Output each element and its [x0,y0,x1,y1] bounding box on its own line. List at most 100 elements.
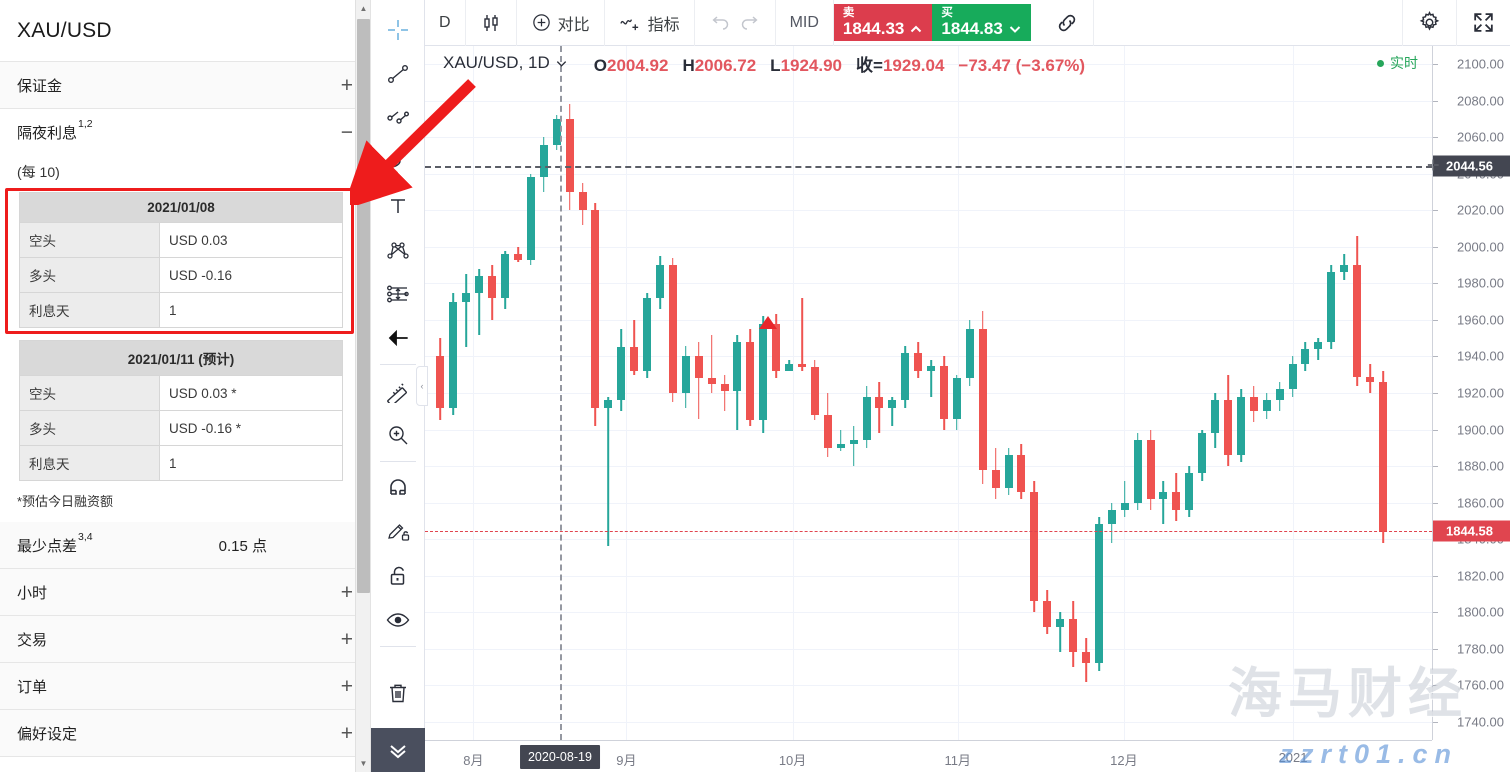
candlestick [1249,46,1258,740]
plus-icon[interactable]: + [340,73,353,97]
candlestick [1159,46,1168,740]
price-tick-label: 1740.00 [1457,714,1504,730]
candle-body [1327,272,1336,342]
arrow-marker-icon[interactable] [378,316,418,360]
gridline [425,64,1432,66]
drawbar-collapse-button[interactable] [371,728,425,772]
axis-tick [1433,283,1438,285]
candlestick [1301,46,1310,740]
candlestick [836,46,845,740]
axis-tick [1433,246,1438,248]
price-tick-label: 2080.00 [1457,93,1504,109]
zoom-in-icon[interactable] [378,413,418,457]
eye-icon[interactable] [378,598,418,642]
candlestick [513,46,522,740]
minus-icon[interactable]: − [340,121,353,144]
sell-quote-button[interactable]: 卖 1844.33 [833,4,933,41]
settings-button[interactable] [1402,0,1456,46]
draw-lock-icon[interactable] [378,510,418,554]
scrollbar-thumb[interactable] [357,19,370,593]
text-icon[interactable] [378,184,418,228]
undo-button[interactable] [695,0,735,46]
crosshair-price-badge: 2044.56 [1433,155,1510,176]
measure-icon[interactable] [378,369,418,413]
lock-icon[interactable] [378,554,418,598]
sidebar-section-preferences[interactable]: 偏好设定 + [0,710,370,757]
time-axis[interactable]: 8月 9月 10月 11月 12月 2021 2020-08-19 [425,740,1432,772]
candlestick [1366,46,1375,740]
sidebar-section-trade-label: 交易 [17,631,48,649]
row-value: USD 0.03 [159,222,343,258]
row-key: 空头 [19,375,160,411]
panel-collapse-tab[interactable]: ‹ [416,366,428,406]
compare-button[interactable]: 对比 [517,0,605,46]
crosshair-handle-icon[interactable]: ✛ [1427,157,1440,174]
candle-wick [801,298,803,372]
axis-tick [1433,100,1438,102]
fullscreen-button[interactable] [1456,0,1510,46]
gridline [626,46,628,740]
plus-icon[interactable]: + [340,580,353,604]
candles-icon [483,14,498,31]
candle-body [927,365,936,372]
indicators-button[interactable]: 指标 [605,0,695,46]
toolbar-divider [379,364,416,365]
axis-tick [1433,137,1438,139]
table-row: 多头 USD -0.16 [19,257,343,293]
scroll-down-icon[interactable]: ▼ [359,759,368,768]
scroll-up-icon[interactable]: ▲ [359,4,368,13]
row-key: 空头 [19,222,160,258]
trash-icon[interactable] [378,671,418,715]
candle-body [681,356,690,393]
price-tick-label: 2000.00 [1457,239,1504,255]
fib-retracement-icon[interactable] [378,96,418,140]
candlestick [797,46,806,740]
pattern-icon[interactable] [378,228,418,272]
sidebar-section-trade[interactable]: 交易 + [0,616,370,663]
chart-type-button[interactable] [466,0,517,46]
redo-button[interactable] [735,0,776,46]
crosshair-icon[interactable] [378,8,418,52]
candlestick [1043,46,1052,740]
mid-button[interactable]: MID [776,0,834,46]
candle-wick [465,274,468,348]
candle-body [436,356,445,408]
forecast-icon[interactable] [378,272,418,316]
gridline [425,685,1432,687]
candle-body [836,444,845,448]
footnote-ref: 1,2 [78,118,93,130]
candle-body [1353,265,1362,377]
plus-icon[interactable]: + [340,721,353,745]
price-tick-label: 1880.00 [1457,458,1504,474]
sidebar-section-hours[interactable]: 小时 + [0,569,370,616]
sidebar-section-hours-label: 小时 [17,584,48,602]
buy-quote-button[interactable]: 买 1844.83 [932,4,1031,41]
link-button[interactable] [1041,0,1094,46]
candlestick [1353,46,1362,740]
row-value: USD 0.03 * [159,375,343,411]
price-axis[interactable]: 2100.002080.002060.002040.002020.002000.… [1427,46,1510,740]
candlestick [914,46,923,740]
trendline-icon[interactable] [378,52,418,96]
candlestick [1262,46,1271,740]
candlestick [1107,46,1116,740]
brush-icon[interactable] [378,140,418,184]
candle-body [733,341,742,392]
sidebar-section-orders[interactable]: 订单 + [0,663,370,710]
magnet-icon[interactable] [378,466,418,510]
candle-body [810,367,819,415]
plus-icon[interactable]: + [340,627,353,651]
sidebar-section-margin-label: 保证金 [17,77,63,95]
gridline [425,429,1432,431]
plus-icon[interactable]: + [340,674,353,698]
sidebar-section-margin[interactable]: 保证金 + [0,62,370,109]
sidebar-instrument-title: XAU/USD [0,0,370,62]
sidebar-scrollbar[interactable]: ▲ ▼ [355,0,370,772]
candle-body [1120,502,1129,510]
candle-wick [1162,480,1165,525]
sidebar-section-overnight-interest[interactable]: 隔夜利息 1,2 − [0,109,370,156]
sidebar-section-preferences-label: 偏好设定 [17,725,78,743]
candle-body [875,396,884,408]
chart-plot-area[interactable] [425,46,1432,740]
interval-button[interactable]: D [425,0,466,46]
